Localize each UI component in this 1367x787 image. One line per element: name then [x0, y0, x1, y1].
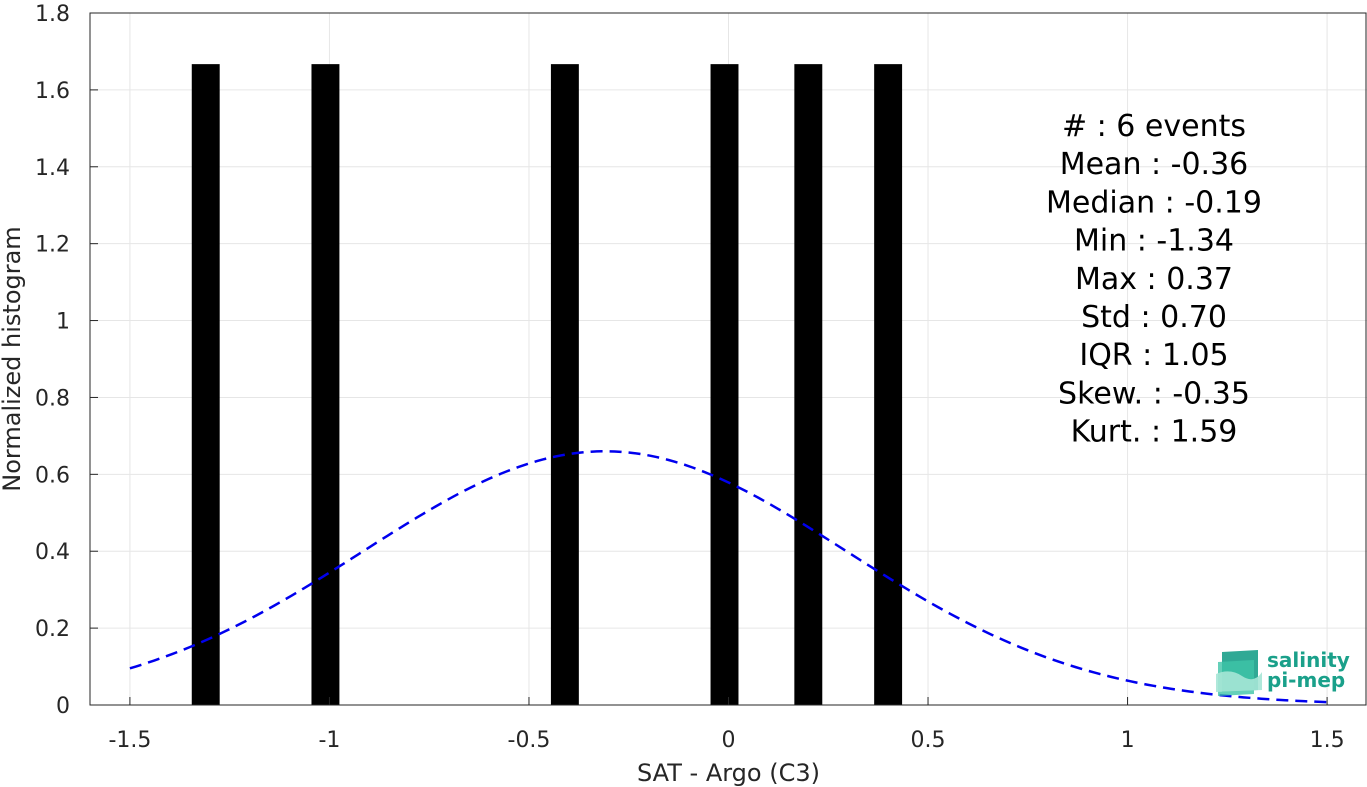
salinity-pi-mep-logo: salinity pi-mep [1216, 648, 1350, 696]
stats-line: Max : 0.37 [1075, 262, 1233, 297]
histogram-bar-6 [874, 64, 903, 706]
stats-line: Min : -1.34 [1074, 224, 1234, 259]
histogram-bar-5 [794, 64, 823, 706]
histogram-bar-4 [710, 64, 739, 706]
x-tick-label: -1.5 [108, 728, 151, 753]
y-tick-label: 0.4 [35, 540, 70, 565]
x-tick-label: 1 [1121, 728, 1135, 753]
x-tick-label: -1 [318, 728, 340, 753]
histogram-bar-3 [550, 64, 579, 706]
y-tick-label: 0.8 [35, 386, 70, 411]
y-axis-ticks: 0 0.2 0.4 0.6 0.8 1 1.2 1.4 1.6 1.8 [35, 2, 98, 719]
y-tick-label: 1 [56, 310, 70, 335]
stats-line: Mean : -0.36 [1060, 147, 1249, 182]
x-axis-label: SAT - Argo (C3) [637, 759, 820, 787]
y-tick-label: 0 [56, 694, 70, 719]
x-tick-label: -0.5 [508, 728, 551, 753]
stats-line: Skew. : -0.35 [1058, 376, 1250, 411]
x-axis-ticks: -1.5 -1 -0.5 0 0.5 1 1.5 [108, 697, 1345, 753]
stats-line: IQR : 1.05 [1079, 338, 1228, 373]
y-tick-label: 1.6 [35, 79, 70, 104]
histogram-bar-2 [311, 64, 340, 706]
y-tick-label: 1.8 [35, 2, 70, 27]
y-tick-label: 0.6 [35, 463, 70, 488]
x-tick-label: 1.5 [1310, 728, 1345, 753]
logo-text-pi-mep: pi-mep [1267, 668, 1345, 692]
logo-text-salinity: salinity [1267, 648, 1350, 672]
logo-wave-icon [1216, 650, 1262, 696]
stats-line: Kurt. : 1.59 [1071, 415, 1238, 450]
y-tick-label: 0.2 [35, 617, 70, 642]
histogram-bar-1 [191, 64, 220, 706]
y-tick-label: 1.2 [35, 233, 70, 258]
y-tick-label: 1.4 [35, 156, 70, 181]
x-tick-label: 0.5 [911, 728, 946, 753]
stats-line: Median : -0.19 [1046, 185, 1262, 220]
x-tick-label: 0 [722, 728, 736, 753]
stats-line: Std : 0.70 [1081, 300, 1227, 335]
stats-line: # : 6 events [1062, 109, 1246, 144]
normal-fit-curve [129, 450, 1328, 704]
histogram-bars [191, 64, 903, 706]
y-axis-label: Normalized histogram [0, 226, 26, 491]
